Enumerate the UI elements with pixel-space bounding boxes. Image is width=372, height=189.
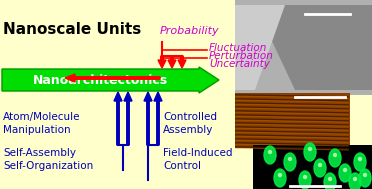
Text: Self-Assembly
Self-Organization: Self-Assembly Self-Organization [3, 148, 93, 171]
FancyBboxPatch shape [235, 0, 372, 95]
Ellipse shape [343, 169, 346, 171]
Ellipse shape [328, 177, 331, 180]
Ellipse shape [363, 174, 366, 177]
Ellipse shape [349, 173, 361, 189]
Ellipse shape [284, 153, 296, 171]
Ellipse shape [289, 157, 292, 160]
Ellipse shape [353, 177, 356, 180]
Ellipse shape [304, 143, 316, 161]
Text: Nanoarchitectonics: Nanoarchitectonics [32, 74, 167, 87]
Ellipse shape [359, 157, 362, 160]
Text: Probability: Probability [160, 26, 219, 36]
FancyArrow shape [124, 92, 132, 145]
Ellipse shape [359, 169, 371, 187]
FancyBboxPatch shape [235, 93, 350, 148]
Ellipse shape [304, 176, 307, 178]
FancyArrow shape [154, 92, 162, 145]
Ellipse shape [274, 169, 286, 187]
Ellipse shape [339, 164, 351, 182]
Ellipse shape [329, 149, 341, 167]
Ellipse shape [334, 153, 337, 156]
FancyArrow shape [144, 92, 152, 145]
Ellipse shape [299, 171, 311, 189]
Polygon shape [235, 5, 285, 90]
Ellipse shape [269, 150, 272, 153]
FancyArrow shape [168, 56, 176, 68]
FancyArrow shape [158, 56, 166, 68]
FancyArrow shape [2, 67, 219, 93]
Ellipse shape [264, 146, 276, 164]
Text: Controlled
Assembly: Controlled Assembly [163, 112, 217, 135]
Ellipse shape [318, 163, 321, 167]
Ellipse shape [314, 159, 326, 177]
FancyBboxPatch shape [253, 145, 372, 189]
Text: Perturbation: Perturbation [209, 51, 274, 61]
FancyArrow shape [114, 92, 122, 145]
Text: Uncertainty: Uncertainty [209, 59, 270, 69]
Text: Field-Induced
Control: Field-Induced Control [163, 148, 232, 171]
Text: Atom/Molecule
Manipulation: Atom/Molecule Manipulation [3, 112, 80, 135]
Ellipse shape [354, 153, 366, 171]
Polygon shape [255, 5, 372, 90]
Ellipse shape [279, 174, 282, 177]
Ellipse shape [324, 173, 336, 189]
FancyArrow shape [178, 56, 186, 68]
Ellipse shape [308, 147, 311, 150]
Text: Fluctuation: Fluctuation [209, 43, 267, 53]
Text: Nanoscale Units: Nanoscale Units [3, 22, 141, 37]
FancyArrow shape [65, 74, 160, 82]
